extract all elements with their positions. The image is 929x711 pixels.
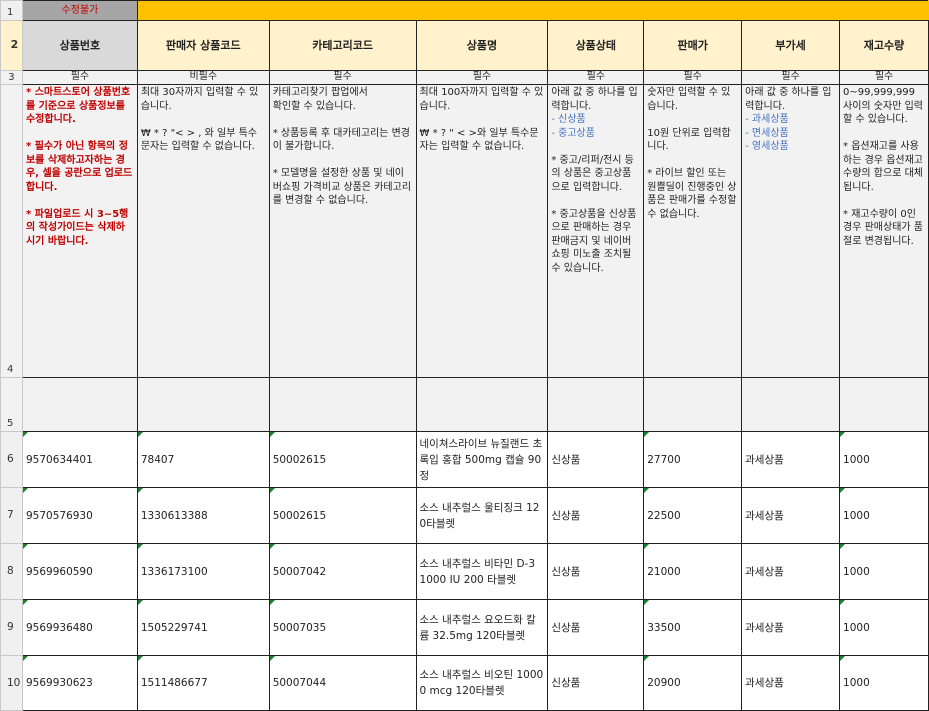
guide-product-no[interactable]: * 스마트스토어 상품번호를 기준으로 상품정보를 수정합니다. * 필수가 아… bbox=[21, 84, 138, 378]
data-cell[interactable]: 소스 내추럴스 비타민 D-3 1000 IU 200 타블렛 bbox=[415, 543, 549, 600]
guide-stock[interactable]: 0~99,999,999 사이의 숫자만 입력할 수 있습니다. * 옵션재고를… bbox=[839, 84, 929, 378]
cell[interactable] bbox=[21, 377, 138, 432]
row-header[interactable]: 9 bbox=[0, 599, 23, 656]
data-cell[interactable]: 신상품 bbox=[547, 487, 645, 544]
row-header[interactable]: 8 bbox=[0, 543, 23, 600]
data-cell[interactable]: 9569936480 bbox=[21, 599, 138, 656]
data-cell[interactable]: 1330613388 bbox=[136, 487, 270, 544]
data-cell[interactable]: 과세상품 bbox=[741, 655, 841, 711]
data-cell[interactable]: 50002615 bbox=[268, 487, 417, 544]
data-cell[interactable]: 1511486677 bbox=[136, 655, 270, 711]
vat-option: - 면세상품 bbox=[745, 127, 789, 139]
banner-cell[interactable] bbox=[136, 0, 929, 21]
data-cell[interactable]: 신상품 bbox=[547, 431, 645, 488]
data-cell[interactable]: 78407 bbox=[136, 431, 270, 488]
data-cell[interactable]: 50007044 bbox=[268, 655, 417, 711]
required-flag[interactable]: 필수 bbox=[21, 70, 138, 85]
data-cell[interactable]: 소스 내추럴스 울티징크 120타블렛 bbox=[415, 487, 549, 544]
column-header[interactable]: 판매자 상품코드 bbox=[136, 20, 270, 71]
status-notes: * 중고/리퍼/전시 등의 상품은 중고상품으로 입력합니다. * 중고상품을 … bbox=[551, 154, 637, 274]
data-cell[interactable]: 9570576930 bbox=[21, 487, 138, 544]
data-cell[interactable]: 9569930623 bbox=[21, 655, 138, 711]
status-option: - 중고상품 bbox=[551, 127, 595, 139]
column-header[interactable]: 상품번호 bbox=[21, 20, 138, 71]
vat-option: - 과세상품 bbox=[745, 114, 789, 125]
row-header[interactable]: 1 bbox=[0, 0, 23, 21]
locked-label-cell[interactable]: 수정불가 bbox=[21, 0, 138, 21]
guide-category[interactable]: 카테고리찾기 팝업에서 확인할 수 있습니다. * 상품등록 후 대카테고리는 … bbox=[268, 84, 417, 378]
cell[interactable] bbox=[643, 377, 743, 432]
row-header[interactable]: 10 bbox=[0, 655, 23, 711]
required-flag[interactable]: 비필수 bbox=[136, 70, 270, 85]
data-cell[interactable]: 1336173100 bbox=[136, 543, 270, 600]
cell[interactable] bbox=[268, 377, 417, 432]
column-header[interactable]: 상품명 bbox=[415, 20, 549, 71]
data-cell[interactable]: 27700 bbox=[643, 431, 743, 488]
data-cell[interactable]: 1505229741 bbox=[136, 599, 270, 656]
data-cell[interactable]: 22500 bbox=[643, 487, 743, 544]
table-row: 10 9569930623 1511486677 50007044 소스 내추럴스 비오… bbox=[0, 655, 929, 711]
data-cell[interactable]: 1000 bbox=[839, 543, 929, 600]
row-header[interactable]: 3 bbox=[0, 70, 23, 85]
table-row: 8 9569960590 1336173100 50007042 소스 내추럴스 비타민… bbox=[0, 543, 929, 600]
column-header[interactable]: 재고수량 bbox=[839, 20, 929, 71]
data-cell[interactable]: 1000 bbox=[839, 487, 929, 544]
data-cell[interactable]: 소스 내추럴스 비오틴 10000 mcg 120타블렛 bbox=[415, 655, 549, 711]
vat-option: - 영세상품 bbox=[745, 141, 789, 152]
data-cell[interactable]: 과세상품 bbox=[741, 487, 841, 544]
guide-vat[interactable]: 아래 값 중 하나를 입력합니다. - 과세상품 - 면세상품 - 영세상품 bbox=[741, 84, 841, 378]
data-cell[interactable]: 과세상품 bbox=[741, 543, 841, 600]
data-cell[interactable]: 50007042 bbox=[268, 543, 417, 600]
row-header[interactable]: 2 bbox=[0, 20, 23, 71]
cell[interactable] bbox=[741, 377, 841, 432]
data-cell[interactable]: 50007035 bbox=[268, 599, 417, 656]
column-header[interactable]: 카테고리코드 bbox=[268, 20, 417, 71]
data-cell[interactable]: 1000 bbox=[839, 599, 929, 656]
status-intro: 아래 값 중 하나를 입력합니다. bbox=[551, 87, 638, 112]
data-cell[interactable]: 1000 bbox=[839, 431, 929, 488]
guide-name[interactable]: 최대 100자까지 입력할 수 있습니다. ₩ * ? " < >와 일부 특수… bbox=[415, 84, 549, 378]
data-cell[interactable]: 21000 bbox=[643, 543, 743, 600]
status-option: - 신상품 bbox=[551, 114, 586, 125]
table-row: 9 9569936480 1505229741 50007035 소스 내추럴스 요오드… bbox=[0, 599, 929, 656]
required-flag[interactable]: 필수 bbox=[643, 70, 743, 85]
data-cell[interactable]: 50002615 bbox=[268, 431, 417, 488]
cell[interactable] bbox=[136, 377, 270, 432]
data-cell[interactable]: 과세상품 bbox=[741, 431, 841, 488]
data-cell[interactable]: 신상품 bbox=[547, 599, 645, 656]
table-row: 7 9570576930 1330613388 50002615 소스 내추럴스 울티징… bbox=[0, 487, 929, 544]
guide-seller-code[interactable]: 최대 30자까지 입력할 수 있습니다. ₩ * ? "< > , 와 일부 특… bbox=[136, 84, 270, 378]
column-header[interactable]: 판매가 bbox=[643, 20, 743, 71]
table-row: 6 9570634401 78407 50002615 네이쳐스라이브 뉴질랜드 초록입… bbox=[0, 431, 929, 488]
cell[interactable] bbox=[839, 377, 929, 432]
required-flag[interactable]: 필수 bbox=[839, 70, 929, 85]
row-header[interactable]: 6 bbox=[0, 431, 23, 488]
cell[interactable] bbox=[547, 377, 645, 432]
row-header[interactable]: 4 bbox=[0, 84, 23, 378]
vat-intro: 아래 값 중 하나를 입력합니다. bbox=[745, 87, 832, 112]
required-flag[interactable]: 필수 bbox=[415, 70, 549, 85]
column-header[interactable]: 상품상태 bbox=[547, 20, 645, 71]
guide-price[interactable]: 숫자만 입력할 수 있습니다. 10원 단위로 입력합니다. * 라이브 할인 … bbox=[643, 84, 743, 378]
required-flag[interactable]: 필수 bbox=[268, 70, 417, 85]
data-cell[interactable]: 20900 bbox=[643, 655, 743, 711]
data-cell[interactable]: 과세상품 bbox=[741, 599, 841, 656]
data-cell[interactable]: 9570634401 bbox=[21, 431, 138, 488]
data-cell[interactable]: 33500 bbox=[643, 599, 743, 656]
guide-status[interactable]: 아래 값 중 하나를 입력합니다. - 신상품 - 중고상품 * 중고/리퍼/전시 … bbox=[547, 84, 645, 378]
row-header[interactable]: 7 bbox=[0, 487, 23, 544]
data-cell[interactable]: 신상품 bbox=[547, 655, 645, 711]
cell[interactable] bbox=[415, 377, 549, 432]
data-cell[interactable]: 네이쳐스라이브 뉴질랜드 초록입 홍합 500mg 캡슐 90정 bbox=[415, 431, 549, 488]
data-cell[interactable]: 9569960590 bbox=[21, 543, 138, 600]
data-cell[interactable]: 신상품 bbox=[547, 543, 645, 600]
required-flag[interactable]: 필수 bbox=[547, 70, 645, 85]
required-flag[interactable]: 필수 bbox=[741, 70, 841, 85]
row-header[interactable]: 5 bbox=[0, 377, 23, 432]
column-header[interactable]: 부가세 bbox=[741, 20, 841, 71]
data-cell[interactable]: 1000 bbox=[839, 655, 929, 711]
data-cell[interactable]: 소스 내추럴스 요오드화 칼륨 32.5mg 120타블렛 bbox=[415, 599, 549, 656]
